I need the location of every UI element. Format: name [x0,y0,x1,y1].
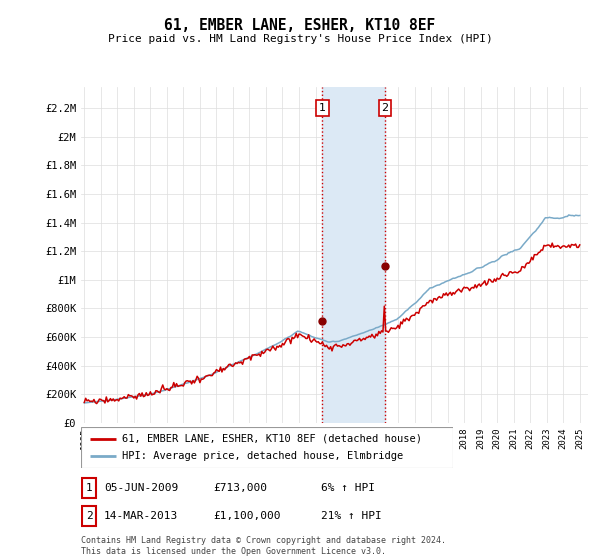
Text: £713,000: £713,000 [213,483,267,493]
Text: HPI: Average price, detached house, Elmbridge: HPI: Average price, detached house, Elmb… [122,451,403,461]
Text: £1,100,000: £1,100,000 [213,511,281,521]
Text: 61, EMBER LANE, ESHER, KT10 8EF: 61, EMBER LANE, ESHER, KT10 8EF [164,18,436,33]
Text: Price paid vs. HM Land Registry's House Price Index (HPI): Price paid vs. HM Land Registry's House … [107,34,493,44]
Text: 1: 1 [86,483,93,493]
Bar [82,506,97,526]
Text: 21% ↑ HPI: 21% ↑ HPI [321,511,382,521]
Text: 2: 2 [86,511,93,521]
Text: Contains HM Land Registry data © Crown copyright and database right 2024.
This d: Contains HM Land Registry data © Crown c… [81,536,446,556]
Bar [82,478,97,498]
Text: 2: 2 [382,103,388,113]
Bar [322,87,385,423]
Text: 05-JUN-2009: 05-JUN-2009 [104,483,178,493]
Text: 61, EMBER LANE, ESHER, KT10 8EF (detached house): 61, EMBER LANE, ESHER, KT10 8EF (detache… [122,433,422,444]
Text: 1: 1 [319,103,326,113]
Text: 14-MAR-2013: 14-MAR-2013 [104,511,178,521]
Text: 6% ↑ HPI: 6% ↑ HPI [321,483,375,493]
